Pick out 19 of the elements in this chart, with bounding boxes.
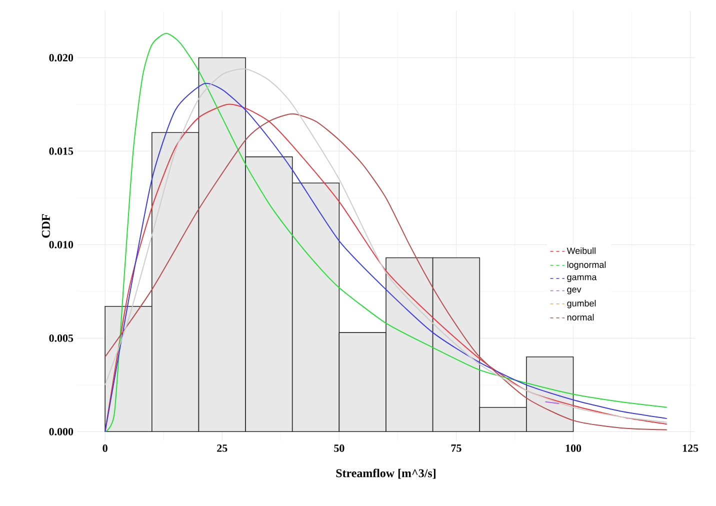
x-tick-label: 125: [682, 444, 698, 452]
x-tick-label: 100: [566, 444, 582, 452]
y-tick-label: 0.020: [49, 54, 74, 62]
y-tick-label: 0.010: [49, 240, 74, 248]
x-tick-label: 50: [334, 444, 344, 452]
x-tick-label: 0: [102, 444, 108, 452]
legend-label: gev: [567, 288, 582, 294]
y-tick-label: 0.005: [49, 334, 74, 342]
legend-label: gamma: [567, 275, 597, 282]
y-axis-title: CDF: [42, 214, 50, 238]
legend-label: normal: [567, 314, 594, 320]
y-tick-label: 0.015: [49, 148, 74, 155]
legend-label: gumbel: [567, 300, 596, 308]
x-tick-label: 75: [451, 444, 462, 452]
x-axis-title: Streamflow [m^3/s]: [336, 468, 436, 479]
legend-label: Weibull: [566, 247, 596, 254]
y-tick-label: 0.000: [49, 428, 74, 436]
x-tick-label: 25: [217, 444, 228, 452]
legend-label: lognormal: [567, 261, 606, 270]
